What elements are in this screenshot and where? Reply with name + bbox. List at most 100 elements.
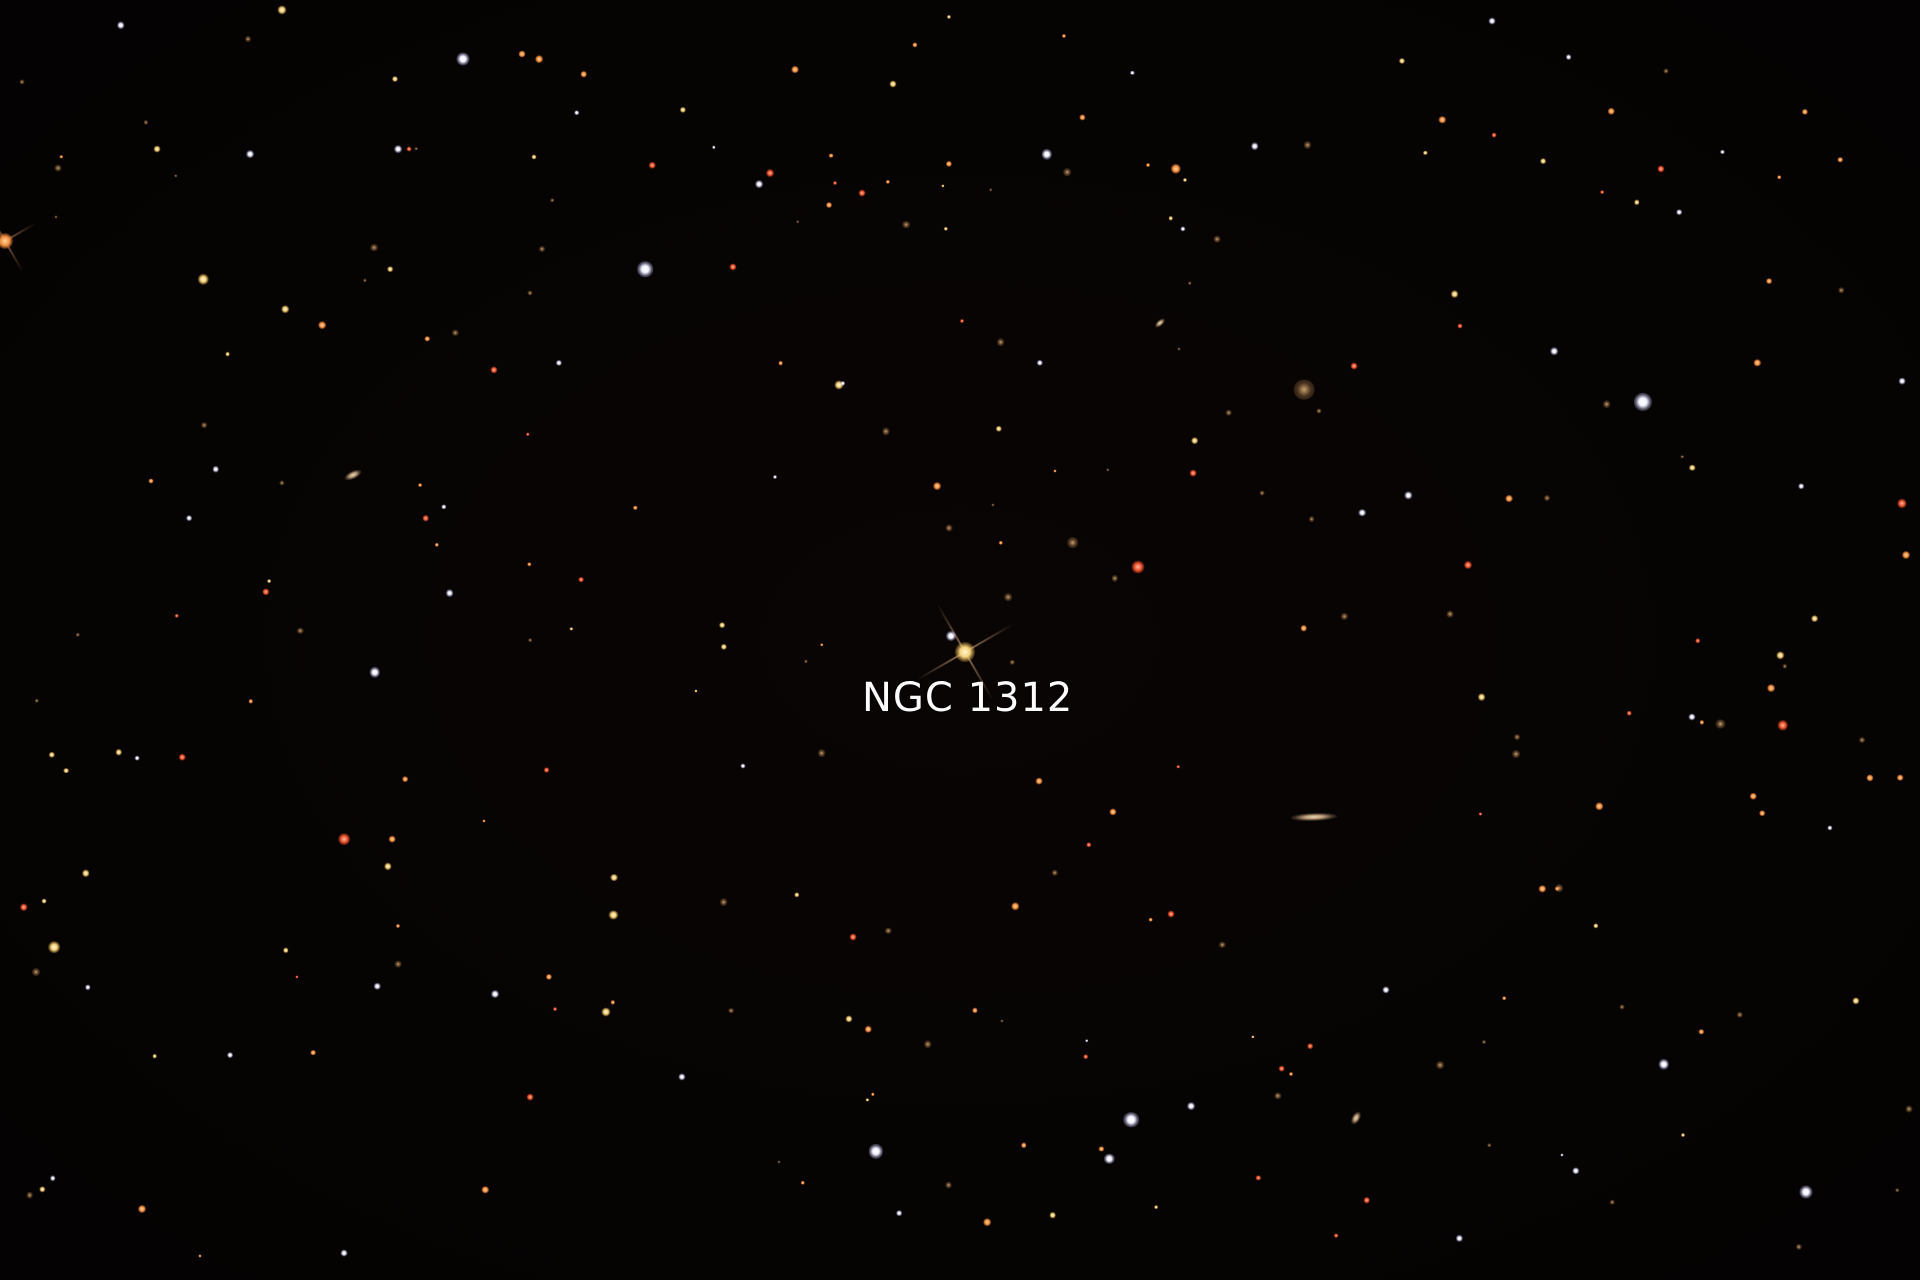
star [553,1007,557,1011]
star [75,632,79,636]
star [296,976,299,979]
star [1251,142,1259,150]
star [841,381,845,385]
star [1838,157,1844,163]
star [897,1210,903,1216]
star [20,79,25,84]
star [1099,1146,1104,1151]
star [946,631,956,641]
star [279,481,284,486]
star [48,751,54,757]
star [1478,693,1486,701]
star [766,169,774,177]
star [886,179,890,183]
star [1086,842,1091,847]
star [695,689,698,692]
star [1720,150,1724,154]
star [633,506,637,510]
star [267,579,271,583]
star [1512,750,1520,758]
star [996,426,1002,432]
star [1309,517,1315,523]
star [1148,917,1153,922]
star [152,1054,157,1059]
star [54,215,57,218]
star [649,162,655,168]
star [933,482,941,490]
star [262,589,269,596]
star [526,432,529,435]
star [1464,561,1472,569]
star [1539,885,1546,892]
star [374,983,380,989]
star [865,1026,872,1033]
star [117,22,124,29]
star [1634,393,1652,411]
star [1767,684,1775,692]
star [1251,1035,1254,1038]
star [945,1181,952,1188]
star [1699,720,1703,724]
star [1294,379,1315,400]
star [1289,1072,1293,1076]
star [1489,18,1496,25]
star [491,990,499,998]
star [388,266,394,272]
star [551,198,554,201]
star [1317,408,1322,413]
star [1423,151,1427,155]
star [1827,825,1832,830]
star [1438,116,1445,123]
star [1188,1102,1196,1110]
star [198,274,208,284]
star [1796,1244,1802,1250]
star [518,51,525,58]
star [1004,593,1012,601]
star [1457,323,1462,328]
star [1170,164,1180,174]
star [833,181,837,185]
star [1080,115,1085,120]
star [947,15,951,19]
star [1811,615,1819,623]
star [1505,495,1513,503]
star [1168,910,1175,917]
star [885,928,891,934]
star [1399,58,1405,64]
star [1634,200,1639,205]
star [402,776,408,782]
star [1479,813,1482,816]
star [1188,281,1192,285]
star [175,614,179,618]
star [680,107,686,113]
star [1487,1144,1490,1147]
star [1021,1142,1026,1147]
star [1555,886,1560,891]
star [955,642,975,662]
star [1124,1112,1140,1128]
star [1451,290,1459,298]
star [63,768,69,774]
star [85,985,90,990]
star [997,338,1005,346]
star [1676,209,1682,215]
star [756,181,764,189]
star [539,246,545,252]
star [581,71,588,78]
star [154,146,161,153]
star [1859,737,1865,743]
star [528,290,533,295]
star [1447,611,1454,618]
star [546,974,552,980]
star [363,279,366,282]
star [1405,492,1412,499]
star [26,1192,33,1199]
star [778,361,783,366]
star [1550,347,1558,355]
star [297,628,304,635]
star [1737,1011,1743,1017]
star [1777,652,1784,659]
star [826,202,832,208]
star [55,164,62,171]
star [1190,470,1197,477]
